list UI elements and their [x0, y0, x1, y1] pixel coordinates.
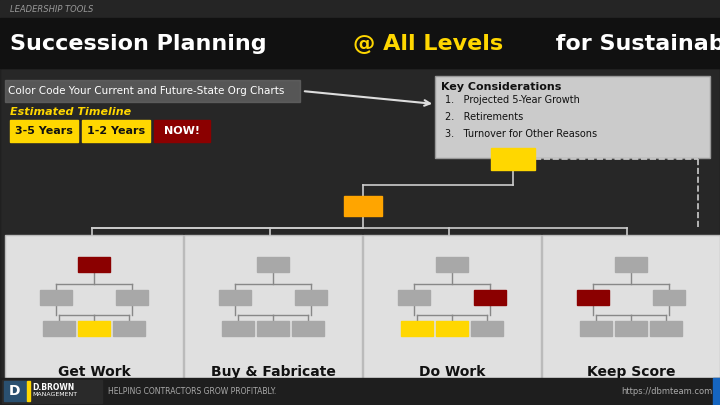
Bar — [184, 235, 362, 385]
Bar — [0, 0, 720, 18]
Bar — [0, 18, 720, 68]
Bar — [577, 290, 609, 305]
Bar — [27, 381, 30, 401]
Bar — [154, 120, 210, 142]
Text: 3.   Turnover for Other Reasons: 3. Turnover for Other Reasons — [445, 129, 597, 139]
Bar — [295, 290, 327, 305]
Bar — [435, 76, 710, 158]
Bar — [363, 235, 541, 385]
Text: 3-5 Years: 3-5 Years — [15, 126, 73, 136]
Text: Succession Planning: Succession Planning — [10, 34, 274, 54]
Bar — [257, 257, 289, 272]
Text: Estimated Timeline: Estimated Timeline — [10, 107, 131, 117]
Text: 2.   Retirements: 2. Retirements — [445, 112, 523, 122]
Bar — [82, 120, 150, 142]
Bar — [398, 290, 430, 305]
Bar — [113, 321, 145, 336]
Text: @ All Levels: @ All Levels — [354, 34, 503, 54]
Bar — [78, 321, 110, 336]
Bar — [713, 378, 720, 405]
Text: MANAGEMENT: MANAGEMENT — [32, 392, 77, 397]
Bar — [2, 380, 102, 403]
Text: D: D — [9, 384, 21, 398]
Bar — [10, 120, 78, 142]
Text: 1.   Projected 5-Year Growth: 1. Projected 5-Year Growth — [445, 95, 580, 105]
Text: Color Code Your Current and Future-State Org Charts: Color Code Your Current and Future-State… — [8, 86, 284, 96]
Bar — [615, 321, 647, 336]
Bar — [344, 196, 382, 216]
Text: 1-2 Years: 1-2 Years — [87, 126, 145, 136]
Bar — [401, 321, 433, 336]
Text: Keep Score: Keep Score — [587, 365, 675, 379]
Bar — [615, 257, 647, 272]
Bar — [474, 290, 506, 305]
Text: LEADERSHIP TOOLS: LEADERSHIP TOOLS — [10, 4, 94, 13]
Text: for Sustainable Growth: for Sustainable Growth — [549, 34, 720, 54]
Bar — [5, 235, 183, 385]
Bar — [43, 321, 75, 336]
Bar — [491, 148, 535, 170]
Bar — [222, 321, 254, 336]
Bar — [4, 381, 26, 401]
Text: Do Work: Do Work — [419, 365, 485, 379]
Bar — [580, 321, 612, 336]
Text: https://dbmteam.com: https://dbmteam.com — [621, 386, 712, 396]
Bar — [257, 321, 289, 336]
Bar — [436, 257, 468, 272]
Bar — [0, 68, 720, 380]
Bar — [471, 321, 503, 336]
Bar — [0, 378, 720, 405]
Bar — [542, 235, 720, 385]
Bar — [0, 68, 720, 380]
Bar — [436, 321, 468, 336]
Text: Buy & Fabricate: Buy & Fabricate — [210, 365, 336, 379]
Bar — [78, 257, 110, 272]
Text: D.BROWN: D.BROWN — [32, 382, 74, 392]
Bar — [40, 290, 72, 305]
Text: NOW!: NOW! — [164, 126, 200, 136]
Text: Key Considerations: Key Considerations — [441, 82, 562, 92]
Text: HELPING CONTRACTORS GROW PROFITABLY.: HELPING CONTRACTORS GROW PROFITABLY. — [108, 386, 276, 396]
Bar — [650, 321, 682, 336]
Bar — [653, 290, 685, 305]
Bar — [116, 290, 148, 305]
Text: Get Work: Get Work — [58, 365, 130, 379]
Bar — [5, 80, 300, 102]
Bar — [219, 290, 251, 305]
Bar — [292, 321, 324, 336]
